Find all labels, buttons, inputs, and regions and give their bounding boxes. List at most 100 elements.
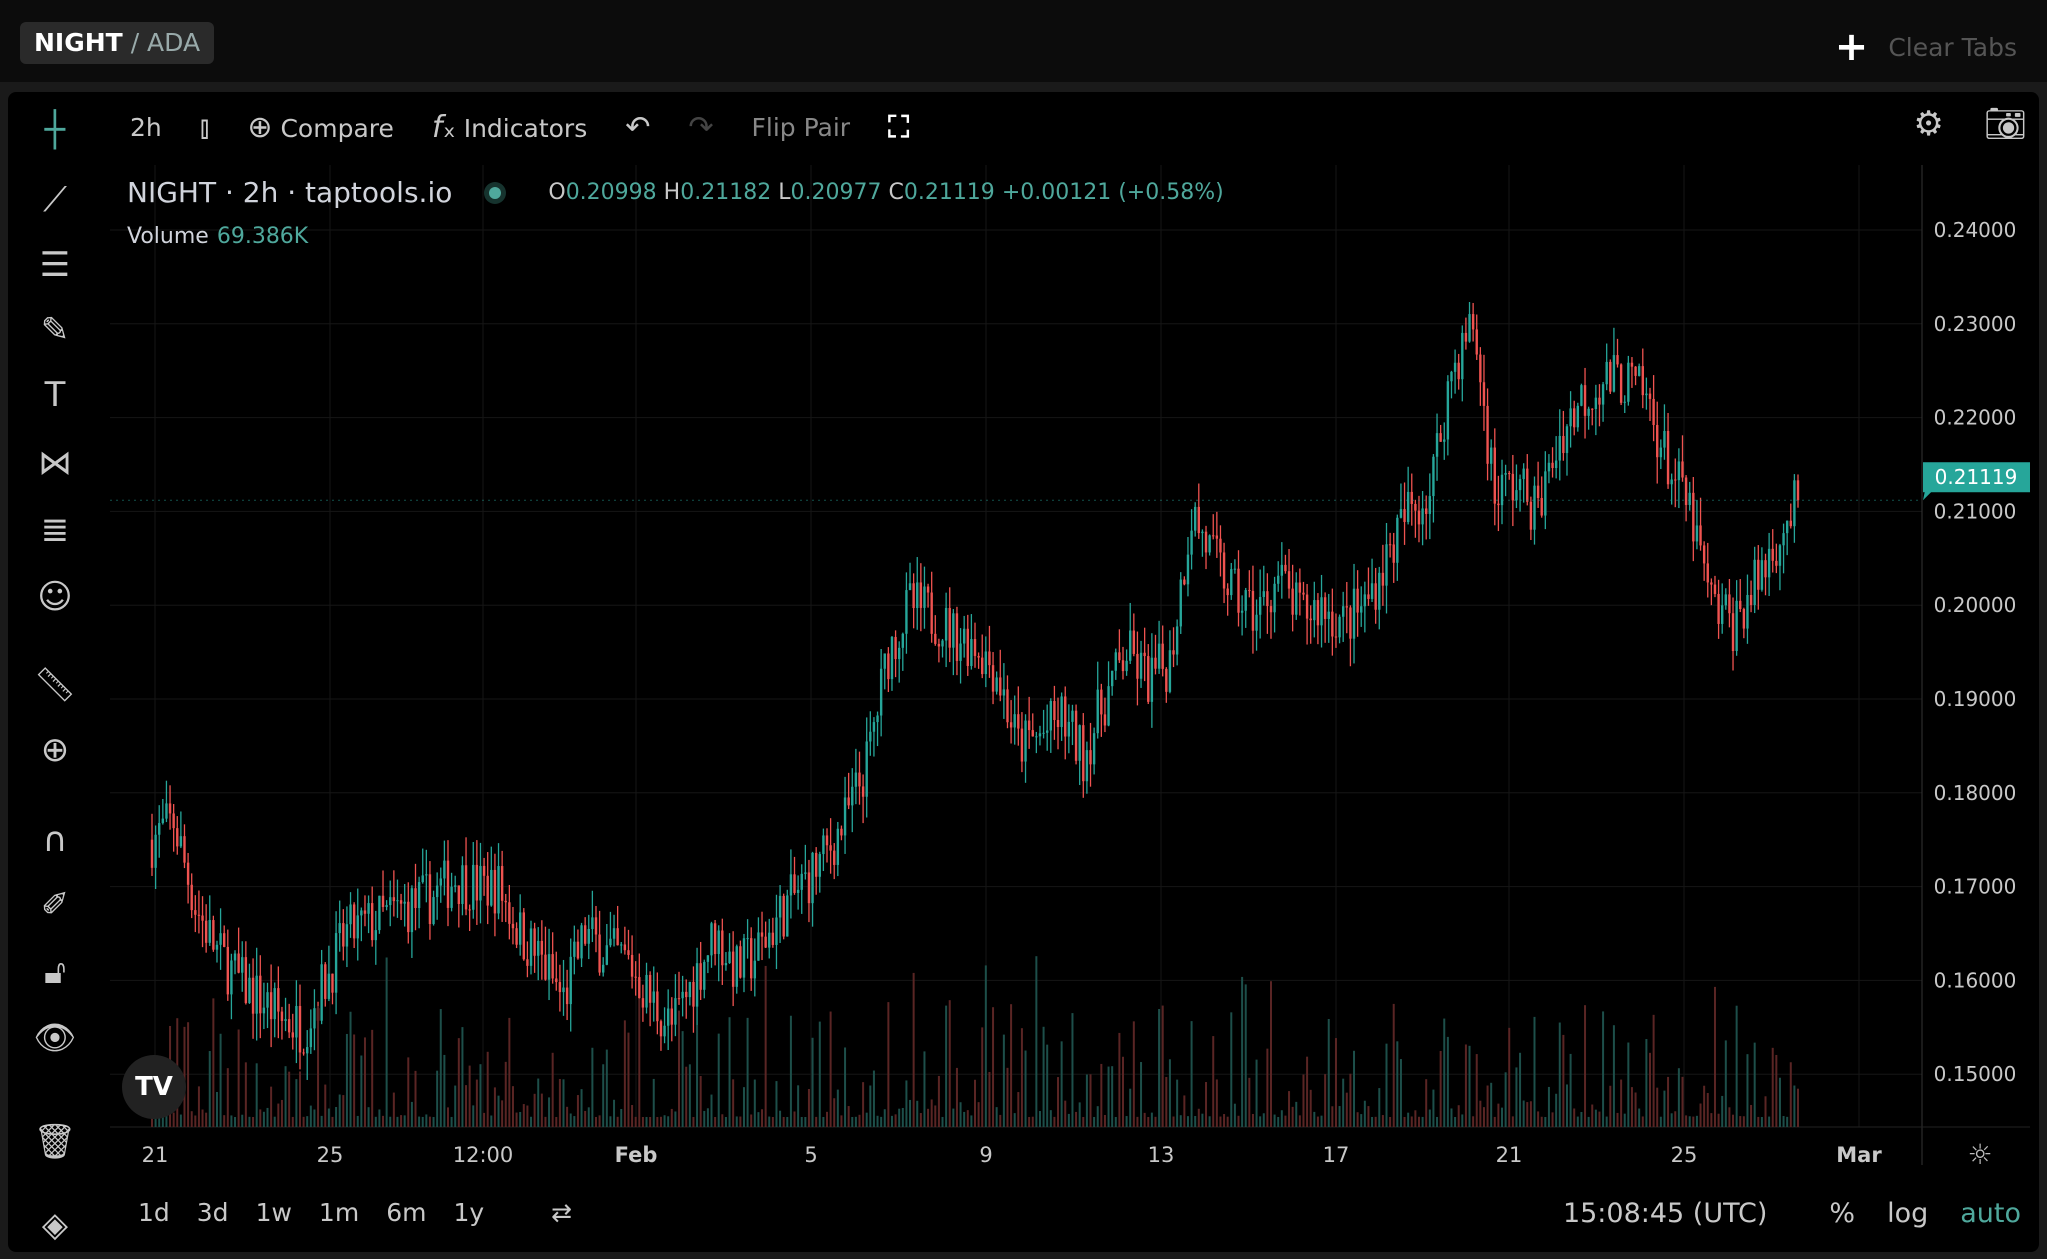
volume-bar [1324, 1074, 1327, 1127]
candle-body [1710, 582, 1713, 585]
zoom-in-icon[interactable]: ⊕ [40, 730, 70, 770]
candle-body [1219, 538, 1222, 553]
range-1d[interactable]: 1d [138, 1198, 170, 1227]
chart-legend: NIGHT · 2h · taptools.io O0.20998 H0.211… [127, 176, 1224, 209]
volume-bar [519, 1111, 522, 1127]
unlock-icon[interactable]: 🔓︎ [43, 952, 67, 992]
indicators-button[interactable]: fₓ Indicators [432, 110, 587, 145]
brush-icon[interactable]: ✎ [40, 310, 70, 350]
candle-body [796, 889, 800, 893]
candle-body [872, 722, 876, 732]
volume-bar [1288, 1091, 1291, 1127]
candle-body [558, 982, 562, 993]
volume-bar [1757, 1116, 1760, 1127]
volume-bar [1219, 1116, 1222, 1127]
range-3d[interactable]: 3d [196, 1198, 229, 1227]
volume-bar [1591, 1104, 1594, 1127]
candle-body [1619, 364, 1623, 403]
range-1y[interactable]: 1y [453, 1198, 485, 1227]
candle-body [742, 938, 746, 978]
candle-body [356, 915, 359, 939]
candle-body [735, 946, 738, 987]
auto-toggle[interactable]: auto [1960, 1198, 2021, 1229]
fib-icon[interactable]: ≣ [40, 510, 70, 550]
range-6m[interactable]: 6m [386, 1198, 427, 1227]
candle-body [1143, 652, 1146, 657]
volume-bar [483, 1112, 486, 1127]
range-1m[interactable]: 1m [318, 1198, 360, 1227]
candle-body [1547, 462, 1551, 472]
candle-body [306, 1047, 309, 1054]
volume-bar [1793, 1085, 1796, 1127]
interval-button[interactable]: 2h [130, 112, 162, 142]
compare-button[interactable]: ⊕ Compare [247, 110, 394, 145]
volume-bar [208, 1051, 211, 1127]
redo-icon[interactable]: ↷ [688, 109, 714, 145]
candle-body [1352, 588, 1356, 639]
volume-bar [699, 1076, 702, 1127]
volume-bar [1425, 1079, 1428, 1127]
volume-bar [724, 1117, 727, 1127]
volume-value: 69.386K [216, 224, 309, 249]
eye-icon[interactable]: 👁︎ [33, 1018, 77, 1058]
volume-bar [1212, 1036, 1215, 1127]
ruler-icon[interactable]: 📏︎ [33, 665, 77, 705]
candle-body [1230, 569, 1233, 596]
clear-tabs-button[interactable]: Clear Tabs [1888, 32, 2017, 62]
flip-pair-button[interactable]: Flip Pair [751, 112, 851, 142]
utc-clock[interactable]: 15:08:45 (UTC) [1562, 1198, 1768, 1229]
candle-body [897, 647, 901, 660]
trash-icon[interactable]: 🗑︎ [33, 1122, 77, 1162]
volume-bar [1508, 1027, 1511, 1127]
volume-bar [854, 1116, 857, 1127]
volume-bar [515, 1112, 518, 1127]
volume-bar [905, 1080, 908, 1127]
candle-body [1771, 548, 1774, 561]
y-tick-label: 0.20000 [1934, 593, 2017, 617]
crosshair-icon[interactable]: ┼ [44, 110, 66, 150]
candle-body [1349, 607, 1352, 639]
pattern-icon[interactable]: ⋈ [38, 443, 72, 483]
candle-body [1316, 600, 1320, 626]
undo-icon[interactable]: ↶ [625, 109, 651, 145]
candle-type-icon[interactable]: ⫾ [199, 109, 210, 145]
candle-body [396, 900, 399, 902]
candle-body [858, 772, 861, 787]
emoji-icon[interactable]: ☺ [37, 577, 73, 617]
volume-bar [432, 1116, 435, 1127]
candle-body [1006, 689, 1009, 723]
percent-toggle[interactable]: % [1829, 1198, 1856, 1229]
candle-body [1692, 492, 1695, 542]
candle-body [814, 852, 818, 877]
volume-bar [1641, 1116, 1644, 1127]
lock-draw-icon[interactable]: ✐ [40, 885, 70, 925]
candle-body [259, 975, 262, 1014]
log-toggle[interactable]: log [1887, 1198, 1929, 1229]
candle-body [1092, 733, 1096, 765]
pair-tab[interactable]: NIGHT / ADA [20, 22, 215, 64]
candle-body [883, 653, 886, 669]
text-icon[interactable]: T [44, 375, 66, 415]
add-tab-icon[interactable]: + [1834, 24, 1869, 70]
candle-body [627, 950, 630, 955]
volume-bar [360, 1055, 363, 1127]
tradingview-logo[interactable]: TV [122, 1055, 186, 1119]
candle-body [1421, 508, 1424, 525]
camera-icon[interactable]: 📷︎ [1983, 104, 2027, 144]
trend-line-icon[interactable]: ⟋ [43, 180, 67, 220]
volume-bar [1353, 1050, 1356, 1127]
range-1w[interactable]: 1w [255, 1198, 292, 1227]
layers-icon[interactable]: ◈ [41, 1205, 69, 1245]
magnet-icon[interactable]: ∩ [42, 820, 68, 860]
horizontal-lines-icon[interactable]: ☰ [39, 245, 71, 285]
candle-body [1399, 509, 1403, 518]
candle-body [901, 633, 905, 648]
volume-bar [623, 1020, 626, 1127]
candle-body [320, 964, 323, 1021]
fullscreen-icon[interactable]: ⛶ [888, 109, 910, 145]
volume-bar [1605, 1116, 1608, 1127]
settings-icon[interactable]: ⚙ [1913, 104, 1944, 144]
candle-body [966, 628, 969, 666]
goto-date-icon[interactable]: ⇄ [551, 1198, 573, 1227]
